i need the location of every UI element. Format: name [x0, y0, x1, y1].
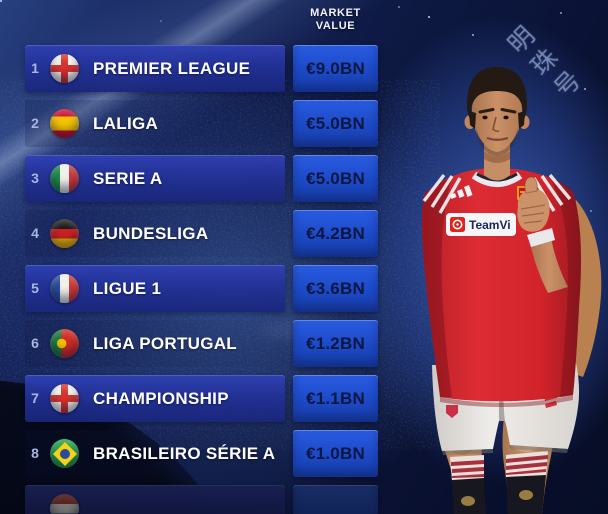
flag-icon: [50, 494, 79, 514]
league-name: LIGA PORTUGAL: [93, 334, 237, 353]
stars-background: [0, 0, 2, 2]
market-value-badge: €4.2BN: [293, 210, 378, 257]
rank-label: 1: [31, 60, 39, 76]
flag-icon: [50, 219, 79, 248]
rank-label: 8: [31, 445, 39, 461]
rank-label: 3: [31, 170, 39, 186]
sponsor-patch: TeamVi: [446, 213, 516, 236]
market-value-badge: €1.0BN: [293, 430, 378, 477]
rank-label: 2: [31, 115, 39, 131]
wristband: [527, 228, 555, 247]
flag-icon: [50, 274, 79, 303]
rank-label: [24, 485, 46, 514]
flag-icon: [50, 164, 79, 193]
market-value-text: €1.0BN: [306, 443, 365, 463]
market-value-text: €4.2BN: [306, 223, 365, 243]
sponsor-text: TeamVi: [469, 218, 511, 232]
player-thumbs-up-hand: [517, 176, 568, 293]
league-name: PREMIER LEAGUE: [93, 59, 251, 78]
league-row-8: 8 BRASILEIRO SÉRIE A €1.0BN: [0, 430, 390, 477]
rank-label: 7: [31, 390, 39, 406]
market-value-text: €1.1BN: [306, 388, 365, 408]
market-value-text: €9.0BN: [306, 58, 365, 78]
player-socks: [450, 451, 548, 514]
market-value-badge: €5.0BN: [293, 100, 378, 147]
market-value-badge: €3.6BN: [293, 265, 378, 312]
market-value-header-line2: VALUE: [315, 20, 356, 32]
league-name: BUNDESLIGA: [93, 224, 209, 243]
league-row-6: 6 LIGA PORTUGAL €1.2BN: [0, 320, 390, 367]
jersey-collar: [471, 171, 523, 187]
jersey-shoulder-stripes: [422, 173, 572, 214]
league-row-1: 1 PREMIER LEAGUE €9.0BN: [0, 45, 390, 92]
league-row-3: 3 SERIE A €5.0BN: [0, 155, 390, 202]
league-name: [93, 485, 283, 514]
league-name: CHAMPIONSHIP: [93, 389, 229, 408]
league-row-2: 2 LALIGA €5.0BN: [0, 100, 390, 147]
league-name: LIGUE 1: [93, 279, 162, 298]
league-row-5: 5 LIGUE 1 €3.6BN: [0, 265, 390, 312]
market-value-badge: €1.1BN: [293, 375, 378, 422]
flag-icon: [50, 384, 79, 413]
flag-icon: [50, 109, 79, 138]
flag-icon: [50, 54, 79, 83]
market-value-column-header: MARKET VALUE: [293, 7, 378, 33]
rank-label: 6: [31, 335, 39, 351]
player-head: [464, 67, 530, 181]
league-row-7: 7 CHAMPIONSHIP €1.1BN: [0, 375, 390, 422]
market-value-text: €5.0BN: [306, 113, 365, 133]
league-name: BRASILEIRO SÉRIE A: [93, 444, 276, 463]
rank-label: 4: [31, 225, 39, 241]
flag-icon: [50, 329, 79, 358]
adidas-logo: [450, 185, 473, 199]
market-value-text: €3.6BN: [306, 278, 365, 298]
market-value-header-line1: MARKET: [310, 7, 361, 19]
league-row-4: 4 BUNDESLIGA €4.2BN: [0, 210, 390, 257]
league-row-9-partial: [0, 485, 390, 514]
player-photo: TeamVi: [421, 67, 602, 514]
market-value-text: €1.2BN: [306, 333, 365, 353]
league-ranking-list: 1 PREMIER LEAGUE €9.0BN 2 LALIGA €5.0BN …: [0, 45, 390, 514]
league-name: SERIE A: [93, 169, 163, 188]
market-value-badge: €5.0BN: [293, 155, 378, 202]
rank-label: 5: [31, 280, 39, 296]
market-value-badge: [293, 485, 378, 514]
market-value-badge: €1.2BN: [293, 320, 378, 367]
market-value-text: €5.0BN: [306, 168, 365, 188]
league-name: LALIGA: [93, 114, 159, 133]
market-value-badge: €9.0BN: [293, 45, 378, 92]
flag-icon: [50, 439, 79, 468]
